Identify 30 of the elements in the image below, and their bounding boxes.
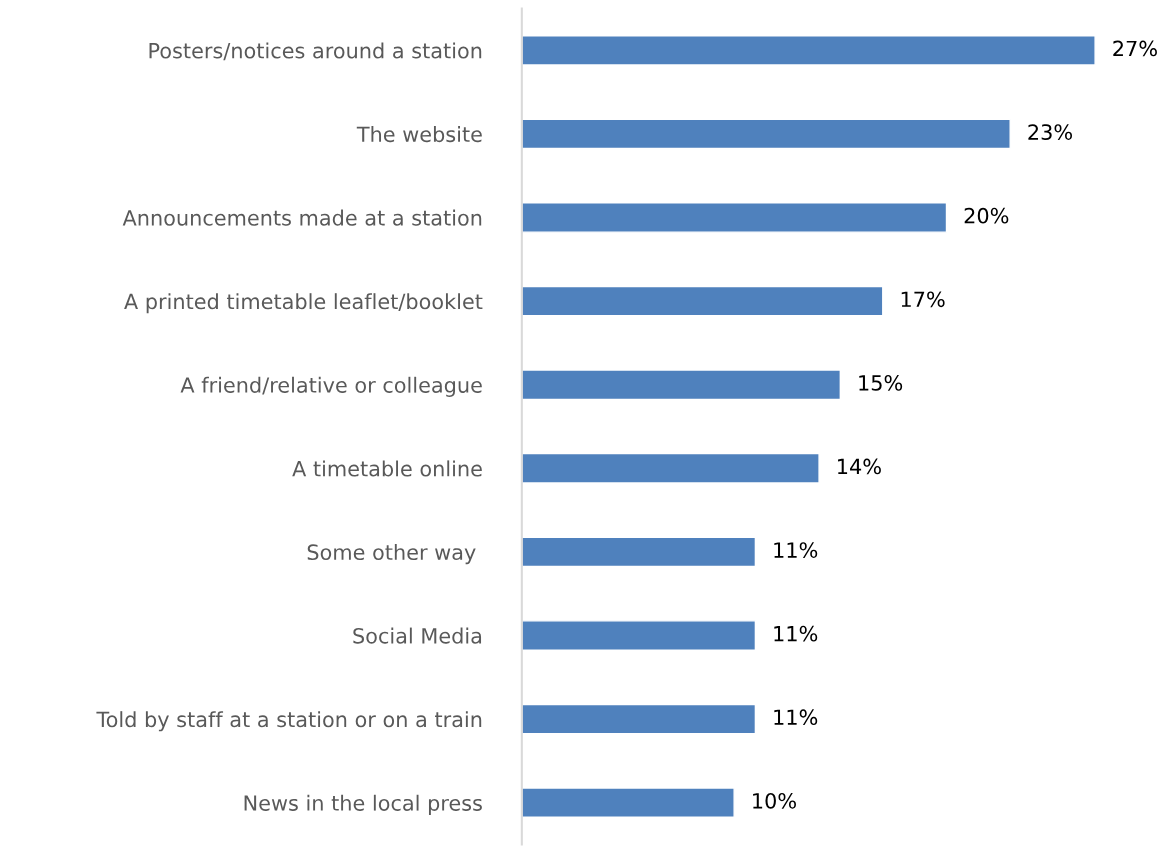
- data-label: 11%: [774, 625, 818, 642]
- data-label: 23%: [1028, 124, 1073, 140]
- y-tick-label: A friend/relative or colleague: [180, 376, 482, 397]
- y-tick-label: News in the local press: [244, 794, 482, 815]
- bar: [521, 118, 1011, 150]
- data-label: 17%: [901, 291, 945, 308]
- y-tick-label: Social Media: [353, 627, 482, 644]
- data-label: 20%: [964, 207, 1009, 224]
- y-tick-label: A printed timetable leaflet/booklet: [124, 293, 483, 314]
- bar: [521, 787, 735, 818]
- y-tick-label: Announcements made at a station: [122, 209, 482, 226]
- bar: [521, 703, 757, 735]
- bar: [521, 452, 820, 484]
- bar: [521, 285, 884, 317]
- y-tick-label: Told by staff at a station or on a train: [96, 711, 482, 732]
- bar: [521, 620, 757, 651]
- bar: [521, 536, 757, 568]
- y-tick-label: Some other way: [307, 543, 476, 565]
- data-label: 11%: [774, 542, 818, 558]
- data-label: 14%: [838, 458, 881, 475]
- data-label: 11%: [774, 709, 818, 726]
- bar: [521, 35, 1096, 66]
- y-tick-label: A timetable online: [292, 460, 482, 477]
- bar: [521, 369, 842, 401]
- y-tick-label: The website: [356, 126, 482, 143]
- bar: [521, 202, 948, 233]
- data-label: 10%: [753, 792, 796, 809]
- data-label: 15%: [859, 374, 903, 391]
- y-tick-label: Posters/notices around a station: [149, 42, 482, 61]
- data-label: 27%: [1113, 40, 1157, 57]
